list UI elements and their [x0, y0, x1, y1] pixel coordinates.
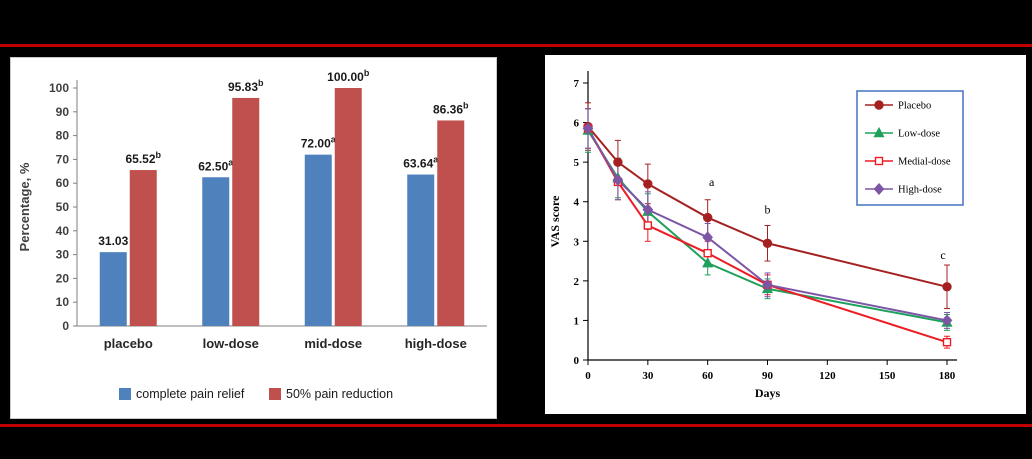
x-tick-label: 60	[702, 370, 714, 382]
bar-high-dose-50-pain-reduction	[437, 120, 465, 326]
bar-value-label: 62.50a	[198, 157, 234, 173]
y-tick-label: 50	[56, 200, 70, 214]
y-tick-label: 4	[574, 197, 580, 209]
marker-high-dose	[941, 314, 953, 327]
line-legend: Placebo Low-dose Medial-dose High-dose	[856, 90, 964, 206]
category-label-high-dose: high-dose	[405, 336, 467, 351]
bar-value-label: 100.00b	[327, 68, 370, 84]
marker-placebo	[702, 212, 713, 223]
y-tick-label: 6	[574, 118, 580, 130]
bar-value-label: 65.52b	[125, 150, 161, 166]
y-tick-label: 90	[56, 105, 70, 119]
bar-value-label: 95.83b	[228, 78, 264, 94]
line-plot-area: 0 1 2 3 4 5 6 7 0 30 60 90 120 150 180 Days VAS score a b c…	[548, 71, 964, 400]
category-label-placebo: placebo	[104, 336, 153, 351]
marker-high-dose	[612, 173, 624, 187]
legend-label-complete-pain-relief: complete pain relief	[136, 387, 245, 401]
marker-placebo	[613, 157, 623, 167]
marker-high-dose	[582, 122, 594, 135]
category-label-low-dose: low-dose	[203, 336, 259, 351]
series-markers-high-dose	[582, 122, 953, 327]
marker-high-dose	[762, 278, 773, 291]
category-label-mid-dose: mid-dose	[304, 336, 362, 351]
bar-plot-area: 0 10 20 30 40 50 60 70 80 90 100 Percentage, % place…	[17, 68, 487, 401]
x-tick-label: 180	[939, 370, 956, 382]
y-tick-label: 70	[56, 152, 70, 166]
legend-swatch-50-pain-reduction	[269, 388, 281, 400]
bar-high-dose-complete-pain-relief	[407, 174, 435, 326]
legend-marker-low-dose	[873, 126, 885, 138]
x-tick-label: 120	[819, 370, 836, 382]
bar-chart-panel: 0 10 20 30 40 50 60 70 80 90 100 Percentage, % place…	[10, 57, 497, 419]
y-tick-label: 10	[56, 295, 70, 309]
bar-value-label: 72.00a	[301, 135, 337, 151]
x-tick-label: 0	[585, 370, 591, 382]
y-tick-label: 0	[62, 319, 69, 333]
legend-marker-medial-dose	[874, 156, 884, 166]
y-tick-label: 5	[574, 157, 580, 169]
bar-mid-dose-complete-pain-relief	[304, 154, 332, 326]
annotation-a: a	[709, 175, 715, 189]
legend-marker-placebo	[874, 100, 884, 110]
legend-marker-high-dose	[873, 182, 885, 196]
marker-medial-dose	[643, 221, 653, 230]
marker-high-dose	[642, 203, 654, 216]
marker-medial-dose	[942, 337, 952, 347]
annotation-c: c	[940, 248, 945, 262]
legend-label-low-dose: Low-dose	[898, 129, 940, 140]
marker-placebo	[643, 179, 653, 189]
bar-low-dose-50-pain-reduction	[232, 97, 260, 327]
line-chart: 0 1 2 3 4 5 6 7 0 30 60 90 120 150 180 Days VAS score a b c…	[548, 71, 964, 400]
marker-placebo	[942, 282, 952, 292]
y-tick-label: 2	[574, 276, 580, 288]
bar-value-label: 31.03	[98, 234, 128, 248]
marker-high-dose	[702, 231, 713, 244]
bar-placebo-50-pain-reduction	[129, 170, 157, 326]
y-tick-label: 100	[49, 81, 69, 95]
bar-value-label: 63.64a	[403, 155, 439, 171]
legend-swatch-complete-pain-relief	[119, 388, 131, 400]
top-red-rule	[0, 44, 1032, 47]
y-tick-label: 1	[574, 315, 580, 327]
x-tick-label: 90	[762, 370, 774, 382]
annotation-b: b	[765, 203, 771, 217]
x-axis-title: Days	[755, 386, 781, 400]
bar-legend: complete pain relief 50% pain reduction	[119, 387, 393, 401]
y-tick-label: 40	[56, 224, 70, 238]
y-tick-label: 20	[56, 271, 70, 285]
bar-value-label: 86.36b	[433, 100, 469, 116]
legend-label-high-dose: High-dose	[898, 185, 942, 196]
legend-box	[856, 90, 964, 206]
x-tick-label: 30	[642, 370, 654, 382]
line-chart-panel: 0 1 2 3 4 5 6 7 0 30 60 90 120 150 180 Days VAS score a b c…	[545, 55, 1026, 414]
marker-placebo	[762, 238, 773, 248]
y-axis-title: VAS score	[548, 195, 562, 248]
legend-label-50-pain-reduction: 50% pain reduction	[286, 387, 393, 401]
bottom-red-rule	[0, 424, 1032, 427]
x-tick-label: 150	[879, 370, 896, 382]
marker-medial-dose	[703, 248, 712, 258]
bar-mid-dose-50-pain-reduction	[334, 88, 362, 326]
y-tick-label: 3	[574, 236, 580, 248]
legend-label-medial-dose: Medial-dose	[898, 157, 951, 168]
y-tick-label: 7	[574, 78, 580, 90]
bar-chart: 0 10 20 30 40 50 60 70 80 90 100 Percentage, % place…	[17, 68, 487, 401]
y-tick-label: 60	[56, 176, 70, 190]
bar-placebo-complete-pain-relief	[99, 252, 127, 326]
y-axis-title: Percentage, %	[17, 162, 32, 251]
series-markers-placebo	[583, 121, 952, 292]
legend-label-placebo: Placebo	[898, 101, 931, 112]
y-tick-label: 80	[56, 129, 70, 143]
marker-low-dose	[702, 256, 714, 268]
series-line-placebo	[587, 125, 948, 288]
bar-low-dose-complete-pain-relief	[202, 177, 230, 326]
series-line-high-dose	[587, 128, 948, 322]
y-tick-label: 30	[56, 248, 70, 262]
y-tick-label: 0	[574, 355, 580, 367]
